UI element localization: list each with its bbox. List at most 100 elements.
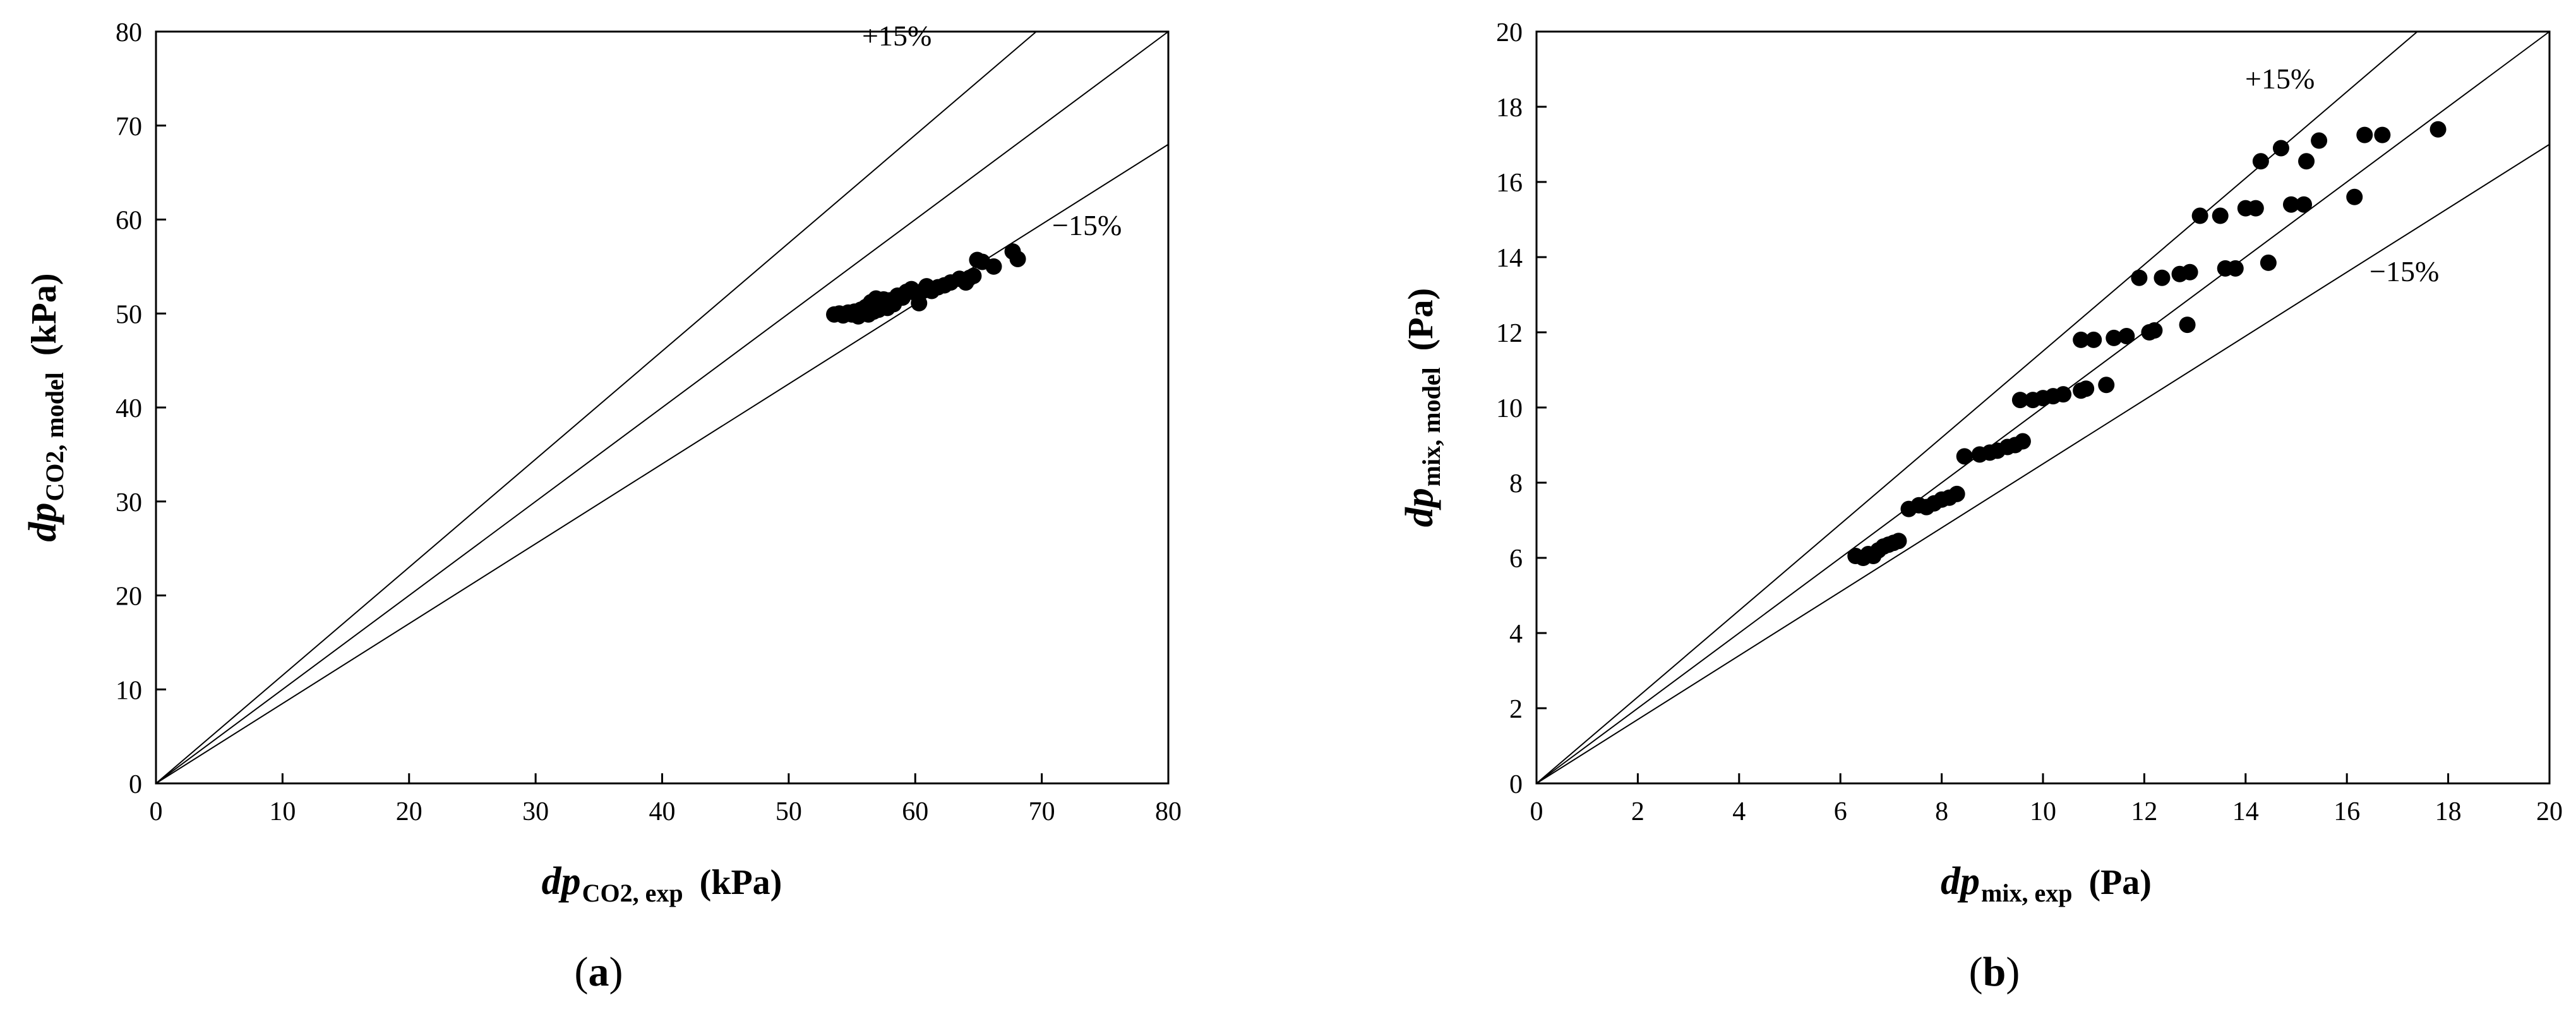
axis-ticks-b: 0 2 4 6 8 10 12 14 16 18 20 0 2 4 6 8 10 12 14 16 18 20 xyxy=(1496,18,2563,826)
data-point-b-15 xyxy=(1948,485,1965,502)
x-tick-label-b-6: 12 xyxy=(2131,797,2157,826)
x-tick-label-b-1: 2 xyxy=(1631,797,1644,826)
y-axis-title-b: dpmix, model(Pa) xyxy=(1398,288,1446,527)
y-tick-label-b-10: 20 xyxy=(1496,18,1523,47)
x-tick-label-a-4: 40 xyxy=(649,797,676,826)
x-tick-label-a-2: 20 xyxy=(396,797,422,826)
y-tick-label-a-3: 30 xyxy=(116,488,142,517)
x-tick-label-a-8: 80 xyxy=(1155,797,1182,826)
data-point-b-49 xyxy=(2260,254,2277,271)
panel-caption-a: (a) xyxy=(575,949,623,995)
data-point-b-27 xyxy=(2055,386,2072,403)
axis-ticks-a: 0 10 20 30 40 50 60 70 80 0 10 20 30 40 50 60 70 80 xyxy=(116,18,1182,826)
reference-line-a-2 xyxy=(155,143,1169,784)
x-tick-label-b-10: 20 xyxy=(2536,797,2563,826)
y-tick-label-b-0: 0 xyxy=(1509,770,1523,799)
reference-line-a-0 xyxy=(155,31,1037,784)
x-axis-title-a: dpCO2, exp (kPa) xyxy=(542,860,782,907)
reference-line-b-2 xyxy=(1536,143,2550,784)
x-tick-label-a-5: 50 xyxy=(776,797,802,826)
data-point-b-41 xyxy=(2181,263,2198,281)
x-tick-label-b-5: 10 xyxy=(2030,797,2056,826)
y-tick-label-b-8: 16 xyxy=(1496,169,1523,198)
x-tick-label-b-3: 6 xyxy=(1834,797,1847,826)
y-tick-label-b-6: 12 xyxy=(1496,319,1523,348)
band-label-upper-a: +15% xyxy=(862,20,932,52)
band-label-upper-b: +15% xyxy=(2245,63,2315,95)
x-tick-label-b-9: 18 xyxy=(2435,797,2462,826)
x-tick-label-b-0: 0 xyxy=(1530,797,1543,826)
data-point-b-57 xyxy=(2374,126,2391,143)
y-tick-label-b-7: 14 xyxy=(1496,244,1523,273)
data-point-b-47 xyxy=(2247,200,2264,217)
data-point-b-56 xyxy=(2356,126,2373,143)
data-point-b-58 xyxy=(2429,121,2447,138)
y-tick-label-b-5: 10 xyxy=(1496,394,1523,423)
y-axis-title-a: dpCO2, model(kPa) xyxy=(21,273,69,541)
x-tick-label-b-7: 14 xyxy=(2232,797,2259,826)
x-axis-title-b: dpmix, exp (Pa) xyxy=(1941,860,2152,907)
y-tick-label-a-6: 60 xyxy=(116,207,142,236)
data-point-b-23 xyxy=(2011,392,2028,409)
data-point-b-40 xyxy=(2179,317,2196,334)
x-tick-label-a-3: 30 xyxy=(522,797,549,826)
y-tick-label-a-2: 20 xyxy=(116,582,142,612)
y-tick-label-a-5: 50 xyxy=(116,300,142,329)
data-point-b-54 xyxy=(2311,132,2328,149)
data-point-b-31 xyxy=(2085,331,2102,348)
data-point-b-35 xyxy=(2131,269,2148,286)
data-point-a-40 xyxy=(1009,250,1026,267)
data-point-b-48 xyxy=(2252,153,2269,170)
y-tick-label-a-1: 10 xyxy=(116,676,142,705)
reference-lines-a xyxy=(155,31,1169,784)
data-point-a-35 xyxy=(965,267,982,284)
data-point-b-33 xyxy=(2106,329,2123,346)
data-point-b-8 xyxy=(1890,533,1907,550)
data-points-b xyxy=(1847,121,2447,566)
y-tick-label-a-4: 40 xyxy=(116,394,142,423)
x-tick-label-b-4: 8 xyxy=(1935,797,1948,826)
x-tick-label-a-1: 10 xyxy=(269,797,296,826)
data-point-b-53 xyxy=(2298,153,2315,170)
data-point-b-29 xyxy=(2078,380,2095,397)
band-label-lower-b: −15% xyxy=(2369,255,2439,287)
y-tick-label-a-7: 70 xyxy=(116,112,142,142)
y-tick-label-b-3: 6 xyxy=(1509,545,1523,574)
data-point-b-52 xyxy=(2296,196,2313,213)
x-tick-label-b-2: 4 xyxy=(1732,797,1746,826)
x-tick-label-a-7: 70 xyxy=(1029,797,1055,826)
data-point-b-51 xyxy=(2282,196,2299,213)
data-point-a-38 xyxy=(985,258,1002,275)
reference-line-a-1 xyxy=(155,31,1169,784)
y-tick-label-b-4: 8 xyxy=(1509,469,1523,498)
reference-line-b-1 xyxy=(1536,31,2550,784)
data-point-b-16 xyxy=(1956,448,1973,465)
data-point-b-43 xyxy=(2212,207,2229,224)
data-points-a xyxy=(826,243,1026,325)
data-point-b-42 xyxy=(2191,207,2208,224)
data-point-b-50 xyxy=(2272,140,2289,157)
reference-line-b-0 xyxy=(1536,31,2418,784)
y-tick-label-b-2: 4 xyxy=(1509,620,1523,649)
y-tick-label-b-9: 18 xyxy=(1496,94,1523,123)
data-point-b-30 xyxy=(2073,331,2090,348)
data-point-b-34 xyxy=(2118,327,2135,344)
x-tick-label-a-6: 60 xyxy=(902,797,928,826)
data-point-b-55 xyxy=(2346,188,2363,205)
x-tick-label-a-0: 0 xyxy=(150,797,163,826)
data-point-b-37 xyxy=(2146,322,2163,339)
data-point-b-32 xyxy=(2098,377,2115,394)
y-tick-label-a-8: 80 xyxy=(116,18,142,47)
y-tick-label-b-1: 2 xyxy=(1509,695,1523,724)
data-point-b-45 xyxy=(2227,260,2244,277)
panel-caption-b: (b) xyxy=(1969,949,2020,995)
data-point-b-38 xyxy=(2154,269,2171,286)
reference-lines-b xyxy=(1536,31,2550,784)
data-point-b-22 xyxy=(2014,433,2031,450)
band-label-lower-a: −15% xyxy=(1052,209,1122,241)
y-tick-label-a-0: 0 xyxy=(129,770,142,799)
x-tick-label-b-8: 16 xyxy=(2333,797,2360,826)
